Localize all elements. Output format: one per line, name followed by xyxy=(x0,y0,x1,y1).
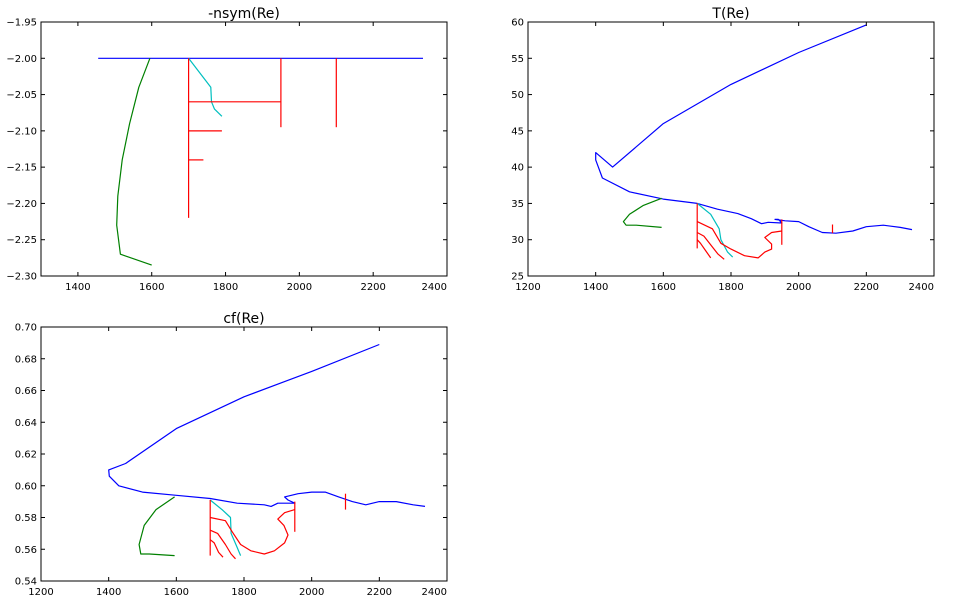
x-tick-label: 2000 xyxy=(287,282,312,293)
y-tick-label: −2.10 xyxy=(6,126,37,137)
series-line xyxy=(108,343,426,507)
y-tick-label: 0.60 xyxy=(15,481,37,492)
x-tick-label: 2000 xyxy=(786,282,811,293)
y-tick-label: −2.05 xyxy=(6,90,37,101)
y-tick-label: −2.20 xyxy=(6,199,37,210)
y-tick-label: 0.70 xyxy=(15,323,37,334)
y-tick-label: 0.68 xyxy=(15,354,37,365)
y-tick-label: 0.66 xyxy=(15,386,37,397)
y-tick-label: 0.62 xyxy=(15,450,37,461)
axes-frame xyxy=(40,21,448,277)
y-tick-label: 30 xyxy=(511,235,524,246)
series-line xyxy=(622,197,662,228)
series-line xyxy=(696,231,725,260)
y-tick-label: −2.25 xyxy=(6,235,37,246)
series-line xyxy=(595,24,913,234)
y-tick-label: −1.95 xyxy=(6,18,37,29)
y-tick-label: 50 xyxy=(511,90,524,101)
y-tick-label: −2.30 xyxy=(6,272,37,283)
x-tick-label: 1800 xyxy=(718,282,743,293)
y-tick-label: 60 xyxy=(511,18,524,29)
series-group xyxy=(108,343,426,560)
series-line xyxy=(116,58,152,266)
plot-title: cf(Re) xyxy=(223,311,264,327)
x-tick-label: 1800 xyxy=(213,282,238,293)
series-group xyxy=(98,57,423,266)
series-line xyxy=(209,539,224,558)
series-line xyxy=(138,496,175,557)
y-tick-label: 45 xyxy=(511,126,524,137)
x-tick-label: 1400 xyxy=(65,282,90,293)
plot-title: -nsym(Re) xyxy=(208,6,280,22)
x-tick-label: 2400 xyxy=(422,282,447,293)
plot-title: T(Re) xyxy=(711,6,749,22)
series-line xyxy=(696,221,782,259)
y-tick-label: −2.15 xyxy=(6,163,37,174)
y-tick-label: 0.56 xyxy=(15,545,37,556)
series-line xyxy=(210,509,295,555)
x-tick-label: 2200 xyxy=(854,282,879,293)
x-tick-label: 1400 xyxy=(583,282,608,293)
x-tick-label: 1200 xyxy=(515,282,540,293)
subplot-t: T(Re) 1200 1400 1600 1800 2000 2200 2400 25 30 35… xyxy=(511,6,935,293)
x-tick-label: 1200 xyxy=(28,587,53,598)
subplot-nsym: -nsym(Re) 1400 1600 1800 2000 2200 2400 −2.30 −… xyxy=(6,6,448,293)
series-group xyxy=(595,24,913,260)
series-line xyxy=(696,239,712,259)
series-line xyxy=(209,499,242,556)
series-line xyxy=(188,57,223,117)
x-tick-label: 2200 xyxy=(367,587,392,598)
y-tick-label: 55 xyxy=(511,54,524,65)
y-tick-label: 0.64 xyxy=(15,418,37,429)
x-tick-label: 2400 xyxy=(422,587,447,598)
x-tick-label: 2000 xyxy=(299,587,324,598)
y-tick-label: 0.58 xyxy=(15,513,37,524)
x-tick-label: 1800 xyxy=(231,587,256,598)
y-tick-label: −2.00 xyxy=(6,54,37,65)
x-tick-label: 2200 xyxy=(360,282,385,293)
y-tick-label: 25 xyxy=(511,272,524,283)
series-line xyxy=(696,202,734,258)
y-tick-label: 35 xyxy=(511,199,524,210)
x-tick-label: 1600 xyxy=(139,282,164,293)
x-tick-label: 1600 xyxy=(164,587,189,598)
x-tick-label: 1400 xyxy=(96,587,121,598)
y-tick-label: 40 xyxy=(511,163,524,174)
subplot-cf: cf(Re) 1200 1400 1600 1800 2000 2200 2400 0.54 0… xyxy=(15,311,448,598)
x-tick-label: 1600 xyxy=(651,282,676,293)
series-line xyxy=(209,529,236,560)
y-tick-label: 0.54 xyxy=(15,577,37,588)
x-tick-label: 2400 xyxy=(909,282,934,293)
